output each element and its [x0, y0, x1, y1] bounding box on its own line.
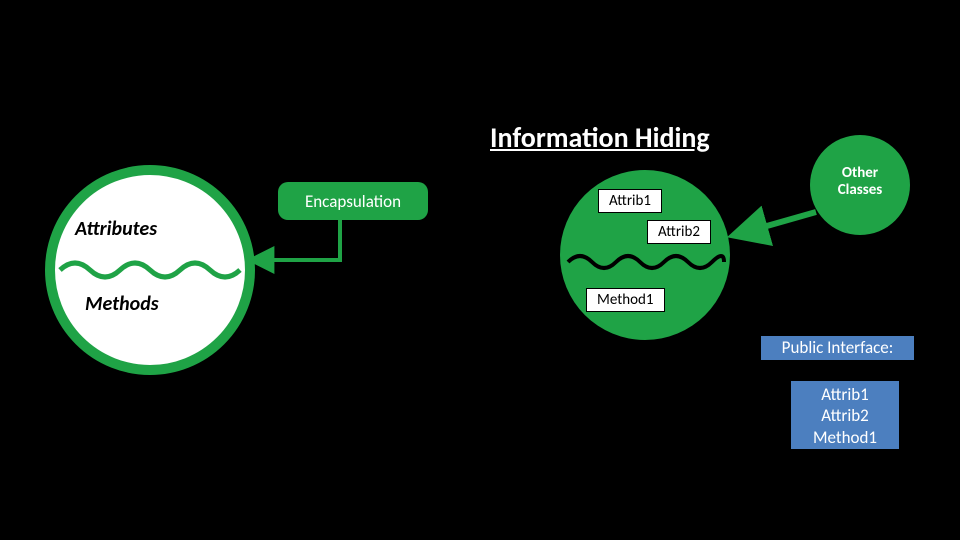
- left-capsule-circle: [45, 165, 255, 375]
- attributes-label: Attributes: [75, 217, 157, 241]
- attrib1-label: Attrib1: [598, 189, 662, 213]
- methods-label: Methods: [85, 292, 159, 316]
- public-interface-title: Public Interface:: [782, 337, 894, 358]
- encapsulation-arrow: [252, 220, 340, 260]
- other-classes-label: Other Classes: [825, 165, 895, 200]
- other-classes-line1: Other: [842, 164, 878, 182]
- page-title: Information Hiding: [490, 120, 710, 155]
- other-classes-arrow: [735, 212, 816, 235]
- public-interface-item-2: Attrib2: [791, 405, 899, 426]
- other-classes-line2: Classes: [838, 181, 883, 199]
- public-interface-item-1: Attrib1: [791, 384, 899, 405]
- attrib2-label: Attrib2: [647, 220, 711, 244]
- public-interface-body-box: Attrib1 Attrib2 Method1: [790, 380, 900, 450]
- method1-label: Method1: [586, 288, 665, 312]
- public-interface-item-3: Method1: [791, 427, 899, 448]
- encapsulation-pill: Encapsulation: [278, 182, 428, 220]
- public-interface-title-box: Public Interface:: [760, 335, 915, 361]
- encapsulation-text: Encapsulation: [305, 191, 401, 212]
